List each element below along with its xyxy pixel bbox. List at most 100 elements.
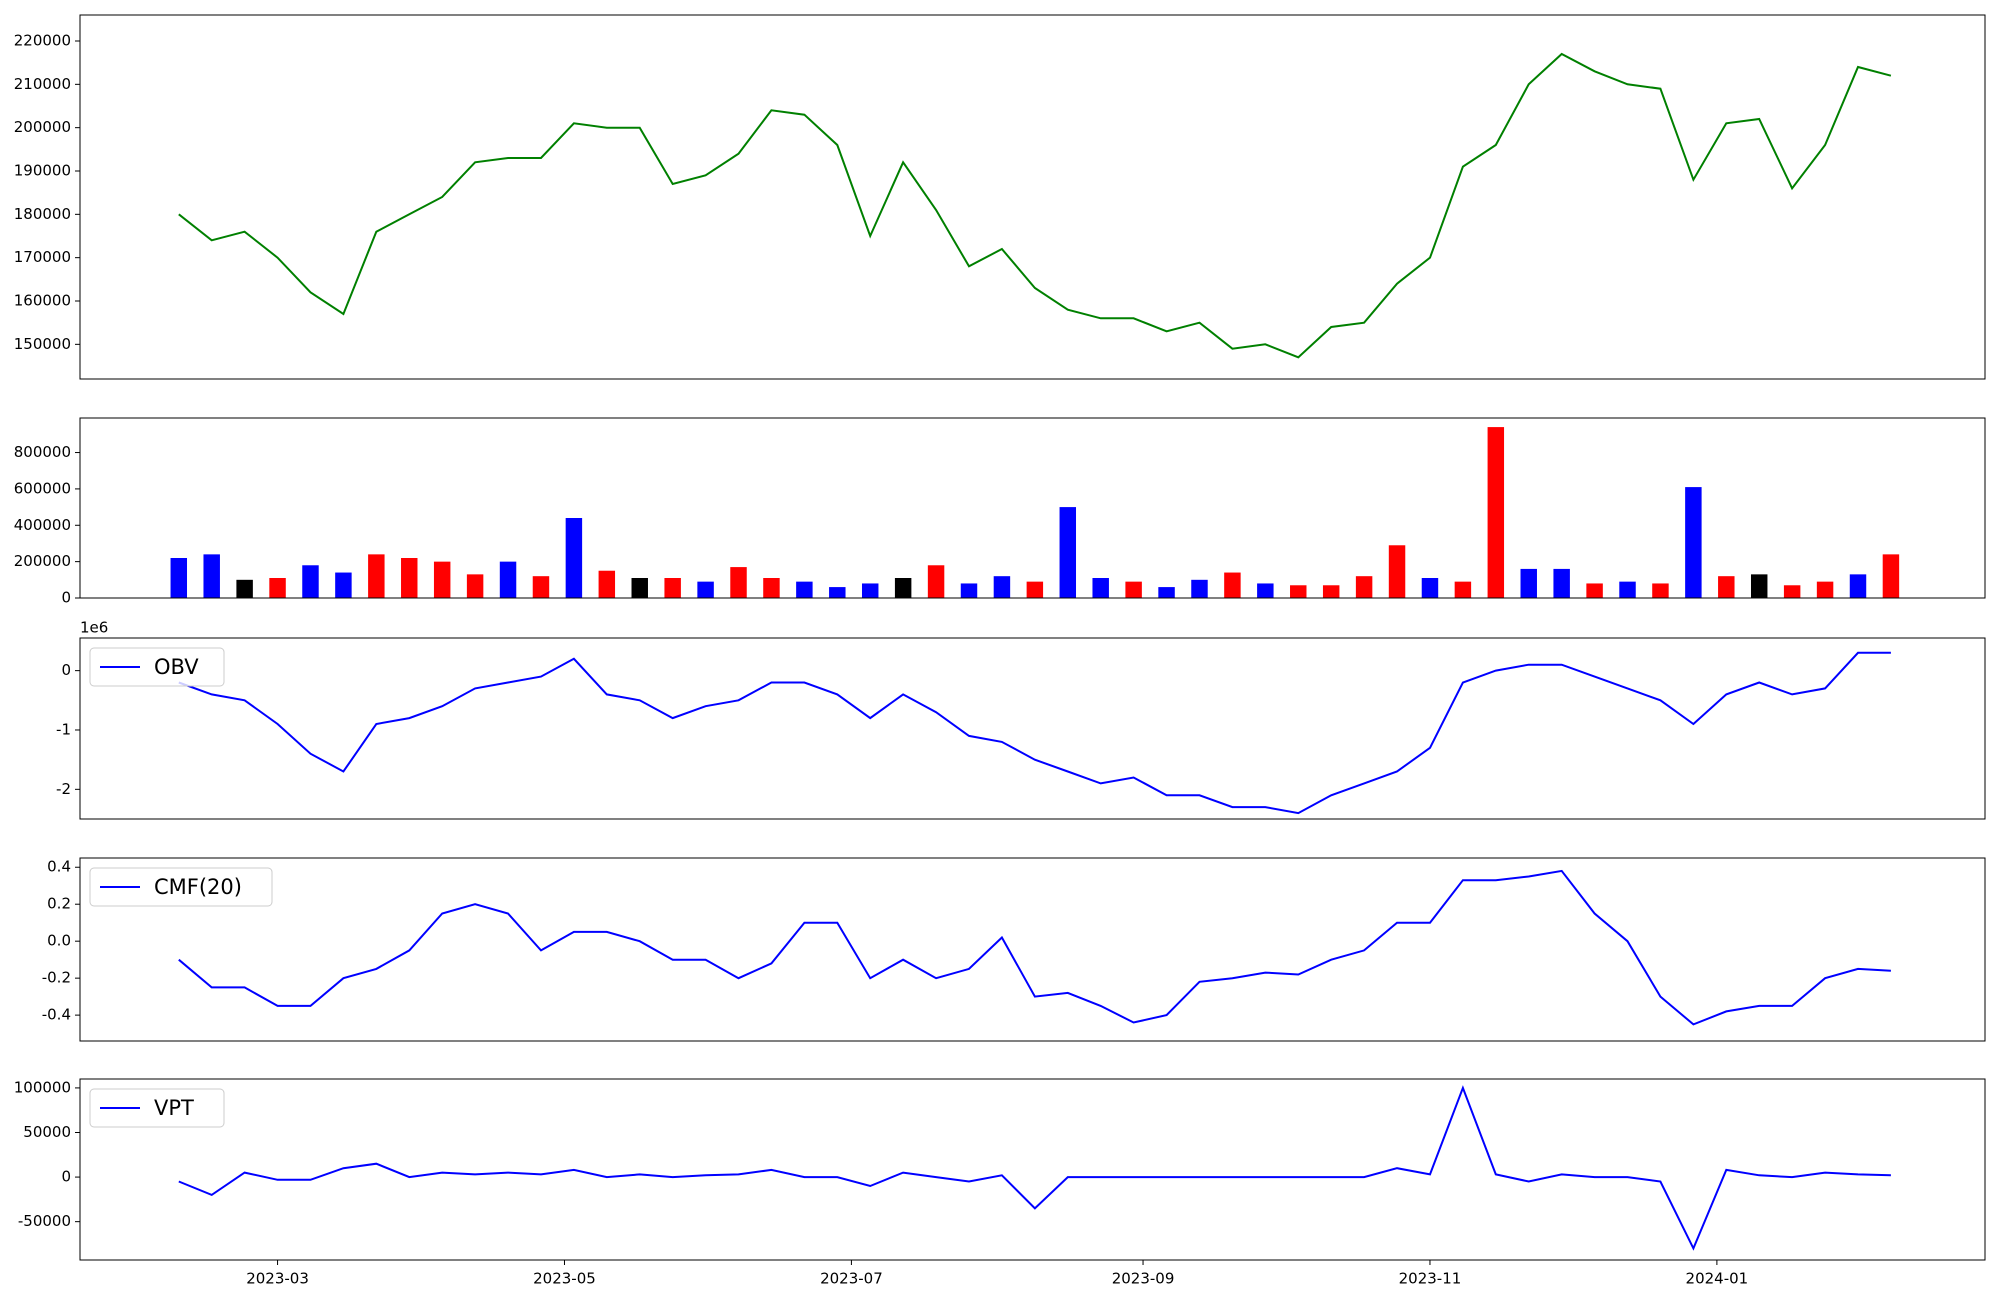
y-tick-label: 200000 xyxy=(14,118,71,136)
y-tick-label: -1 xyxy=(56,720,71,738)
volume-bar xyxy=(1652,583,1669,598)
volume-bar xyxy=(236,579,253,598)
y-tick-label: 0 xyxy=(61,1168,71,1186)
volume-bar xyxy=(1421,578,1439,598)
volume-bar xyxy=(335,572,352,598)
volume-bar xyxy=(960,583,978,598)
volume-bar xyxy=(763,578,780,598)
y-tick-label: -50000 xyxy=(18,1212,71,1230)
axis-offset-label: 1e6 xyxy=(80,619,108,637)
panel: 150000 160000 170000 180000 190000 200000 2100… xyxy=(14,14,1986,380)
axes-frame xyxy=(79,417,1986,599)
volume-bar xyxy=(1586,583,1603,598)
y-tick-label: 800000 xyxy=(14,443,71,461)
line xyxy=(178,651,1891,815)
axes-frame xyxy=(79,857,1986,1042)
volume-bar xyxy=(1355,576,1373,598)
y-tick-label: 600000 xyxy=(14,479,71,497)
volume-bar xyxy=(1783,585,1801,598)
y-tick-label: 180000 xyxy=(14,205,71,223)
volume-bar xyxy=(1224,572,1241,598)
x-tick-label: 2023-09 xyxy=(1112,1270,1175,1288)
y-tick-label: 0.0 xyxy=(47,932,71,950)
volume-bar xyxy=(1125,581,1142,598)
volume-bar xyxy=(499,561,517,598)
volume-bar xyxy=(170,558,188,598)
panel: -2 -1 0 1e6 OBV xyxy=(56,619,1986,820)
x-tick-label: 2023-03 xyxy=(246,1270,309,1288)
volume-bar xyxy=(993,576,1011,598)
x-tick-label: 2024-01 xyxy=(1686,1270,1749,1288)
y-tick-label: 0 xyxy=(61,589,71,607)
y-tick-label: -0.4 xyxy=(42,1006,71,1024)
volume-bar xyxy=(1718,576,1735,598)
axes-frame xyxy=(79,14,1986,380)
volume-bar xyxy=(829,587,846,598)
y-tick-label: 220000 xyxy=(14,32,71,50)
volume-bar xyxy=(861,583,879,598)
volume-bar xyxy=(1158,587,1175,598)
volume-bar xyxy=(1092,578,1109,598)
panel: -0.4 -0.2 0.0 0.2 0.4 CMF(20) xyxy=(42,857,1986,1042)
y-tick-label: 200000 xyxy=(14,552,71,570)
line xyxy=(178,1085,1891,1251)
x-tick-label: 2023-05 xyxy=(533,1270,596,1288)
legend-box xyxy=(89,1088,225,1128)
y-tick-label: 170000 xyxy=(14,248,71,266)
volume-bar xyxy=(1388,545,1406,598)
y-tick-label: 50000 xyxy=(23,1123,71,1141)
axes-frame xyxy=(79,637,1986,820)
y-tick-label: -2 xyxy=(56,780,71,798)
volume-bar xyxy=(1882,554,1900,598)
volume-bar xyxy=(1191,579,1208,598)
volume-bar xyxy=(466,574,484,598)
x-tick-label: 2023-07 xyxy=(820,1270,883,1288)
y-tick-label: 100000 xyxy=(14,1078,71,1096)
volume-bar xyxy=(1849,574,1867,598)
volume-bar xyxy=(1322,585,1340,598)
volume-bar xyxy=(433,561,451,598)
axes-frame xyxy=(79,1078,1986,1261)
legend-box xyxy=(89,647,225,687)
volume-bar xyxy=(664,578,681,598)
volume-bar xyxy=(532,576,550,598)
y-tick-label: 160000 xyxy=(14,292,71,310)
y-tick-label: 0 xyxy=(61,661,71,679)
volume-bar xyxy=(269,578,286,598)
volume-bar xyxy=(894,578,912,598)
volume-bar xyxy=(1290,585,1307,598)
volume-bar xyxy=(401,558,418,598)
volume-bar xyxy=(1257,583,1274,598)
line xyxy=(178,52,1892,359)
volume-bar xyxy=(368,554,385,598)
legend-label: VPT xyxy=(154,1096,194,1120)
y-tick-label: 0.4 xyxy=(47,858,71,876)
y-tick-label: 0.2 xyxy=(47,895,71,913)
volume-bar xyxy=(1026,581,1044,598)
volume-bar xyxy=(565,518,583,598)
volume-bar xyxy=(697,581,714,598)
volume-bar xyxy=(1487,427,1505,598)
volume-bar xyxy=(796,581,813,598)
legend-label: OBV xyxy=(154,655,199,679)
volume-bar xyxy=(1059,507,1077,598)
panel: -50000 0 50000 100000 2023-03 2023-05 2023-07 2… xyxy=(14,1078,1986,1288)
volume-bar xyxy=(1520,568,1537,598)
volume-bar xyxy=(631,578,648,598)
volume-bar xyxy=(927,565,945,598)
y-tick-label: 400000 xyxy=(14,516,71,534)
volume-bar xyxy=(1454,581,1472,598)
line xyxy=(178,869,1891,1026)
volume-bar xyxy=(598,570,616,598)
x-tick-label: 2023-11 xyxy=(1399,1270,1462,1288)
volume-bar xyxy=(1750,574,1768,598)
volume-bar xyxy=(1553,568,1570,598)
panel: 0 200000 400000 600000 800000 xyxy=(14,417,1986,607)
volume-bar xyxy=(302,565,319,598)
y-tick-label: -0.2 xyxy=(42,969,71,987)
volume-bar xyxy=(203,554,220,598)
y-tick-label: 150000 xyxy=(14,335,71,353)
volume-bar xyxy=(1685,487,1702,598)
